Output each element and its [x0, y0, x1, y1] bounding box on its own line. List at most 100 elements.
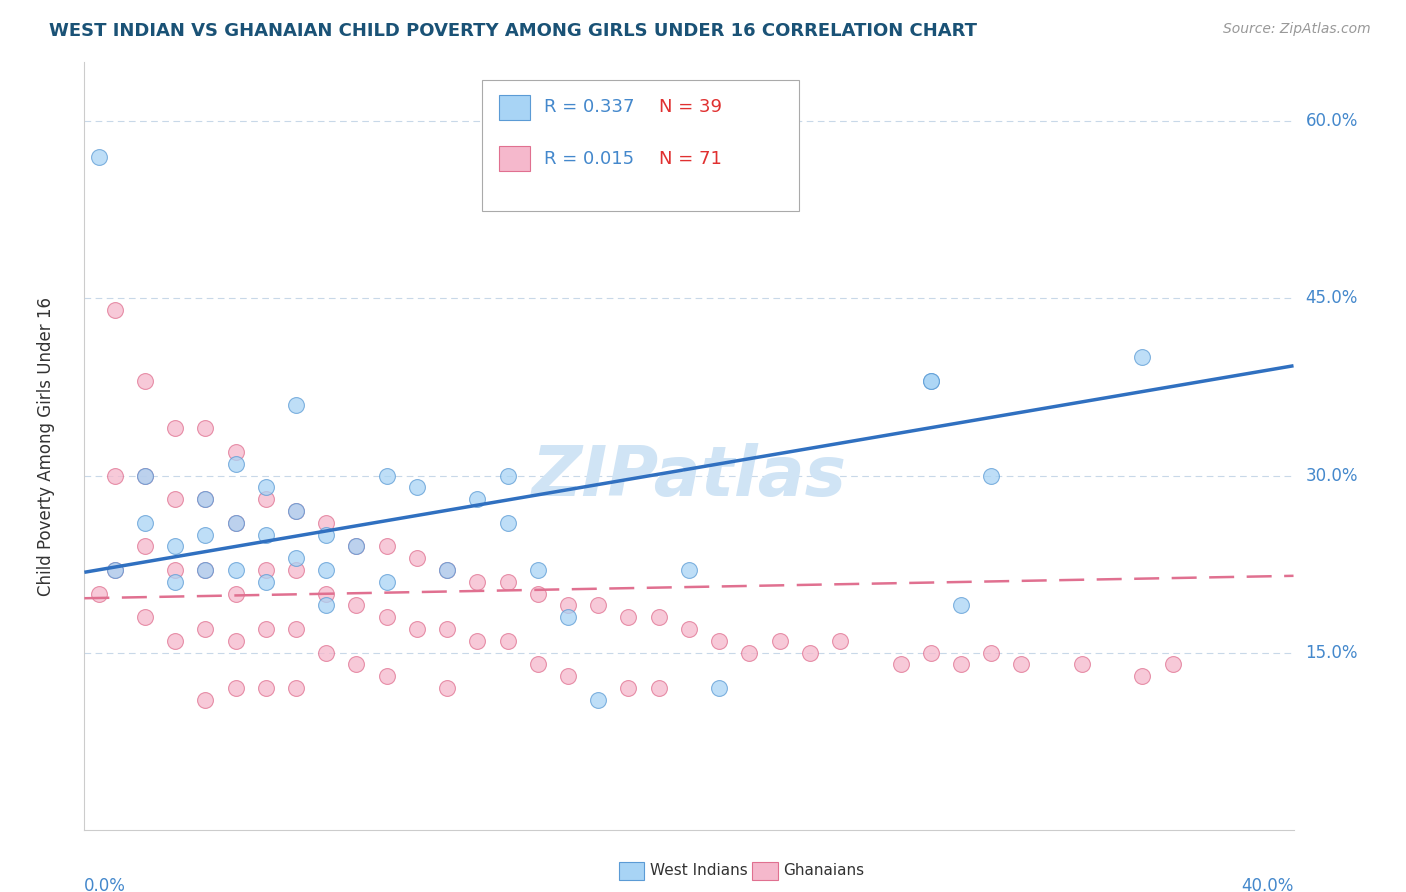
Point [254, 527, 277, 541]
Point [285, 563, 308, 577]
Point [496, 468, 519, 483]
Point [588, 692, 610, 706]
Text: 45.0%: 45.0% [1306, 290, 1358, 308]
Point [194, 563, 217, 577]
Point [194, 527, 217, 541]
Point [496, 574, 519, 589]
Point [1130, 669, 1153, 683]
Point [225, 586, 247, 600]
Text: N = 39: N = 39 [659, 98, 723, 116]
Point [617, 610, 640, 624]
Point [406, 551, 429, 566]
Point [467, 574, 489, 589]
Point [134, 610, 156, 624]
Point [104, 468, 127, 483]
Point [1161, 657, 1184, 672]
Point [194, 622, 217, 636]
Point [254, 622, 277, 636]
Point [920, 374, 942, 388]
Text: Child Poverty Among Girls Under 16: Child Poverty Among Girls Under 16 [37, 296, 55, 596]
Text: West Indians: West Indians [650, 863, 748, 878]
Point [375, 669, 398, 683]
Point [104, 303, 127, 318]
Point [134, 516, 156, 530]
Point [165, 421, 187, 435]
Point [346, 657, 368, 672]
Point [165, 563, 187, 577]
Point [557, 610, 579, 624]
Point [1130, 351, 1153, 365]
Point [315, 527, 337, 541]
Point [436, 622, 458, 636]
Point [709, 681, 731, 695]
Point [134, 539, 156, 553]
Point [617, 681, 640, 695]
Point [830, 633, 852, 648]
Point [467, 492, 489, 507]
Point [496, 633, 519, 648]
Text: Ghanaians: Ghanaians [783, 863, 865, 878]
Text: R = 0.337: R = 0.337 [544, 98, 634, 116]
Point [375, 610, 398, 624]
Point [134, 468, 156, 483]
Point [225, 633, 247, 648]
Point [557, 669, 579, 683]
Point [375, 574, 398, 589]
Point [557, 599, 579, 613]
Point [194, 492, 217, 507]
Text: 60.0%: 60.0% [1306, 112, 1358, 130]
Point [769, 633, 792, 648]
Point [225, 457, 247, 471]
Point [648, 610, 671, 624]
Point [315, 599, 337, 613]
Point [285, 681, 308, 695]
Point [315, 646, 337, 660]
Point [406, 622, 429, 636]
Point [225, 516, 247, 530]
Point [799, 646, 821, 660]
Point [920, 374, 942, 388]
Point [285, 622, 308, 636]
Point [225, 516, 247, 530]
Point [225, 681, 247, 695]
Point [467, 633, 489, 648]
Point [194, 421, 217, 435]
Point [254, 563, 277, 577]
Text: R = 0.015: R = 0.015 [544, 150, 634, 168]
Point [254, 574, 277, 589]
Point [496, 516, 519, 530]
Text: 15.0%: 15.0% [1306, 643, 1358, 662]
Point [194, 692, 217, 706]
Point [194, 563, 217, 577]
Point [375, 539, 398, 553]
Point [890, 657, 912, 672]
Point [346, 599, 368, 613]
Point [315, 563, 337, 577]
Point [165, 539, 187, 553]
Point [436, 563, 458, 577]
Point [950, 599, 973, 613]
Point [1011, 657, 1033, 672]
Point [89, 150, 111, 164]
Point [254, 681, 277, 695]
Point [436, 681, 458, 695]
Point [165, 574, 187, 589]
Point [527, 586, 550, 600]
Point [89, 586, 111, 600]
Point [254, 492, 277, 507]
Point [980, 468, 1002, 483]
Point [194, 492, 217, 507]
Point [950, 657, 973, 672]
Point [254, 480, 277, 494]
Point [285, 551, 308, 566]
Point [678, 622, 700, 636]
Point [738, 646, 761, 660]
Point [165, 492, 187, 507]
Point [285, 398, 308, 412]
Text: ZIPatlas: ZIPatlas [531, 443, 846, 510]
Point [225, 445, 247, 459]
Point [527, 657, 550, 672]
Point [134, 374, 156, 388]
Point [678, 563, 700, 577]
Point [436, 563, 458, 577]
